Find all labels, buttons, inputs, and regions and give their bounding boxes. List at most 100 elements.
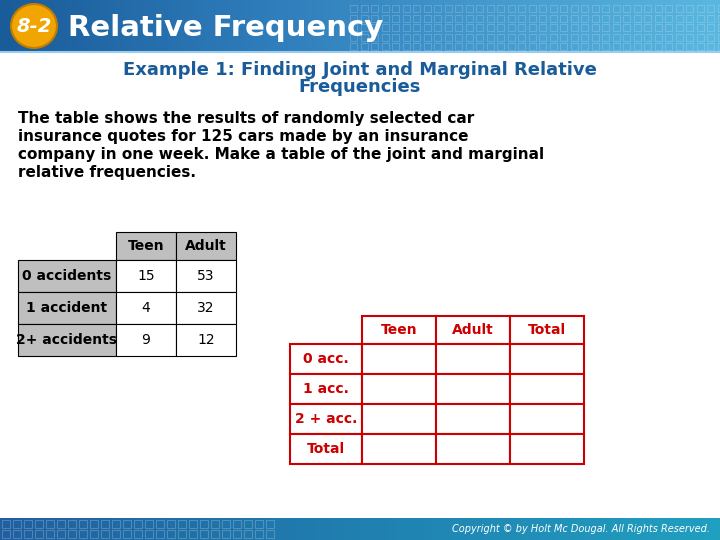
Bar bbox=[167, 530, 174, 537]
Bar bbox=[644, 33, 651, 40]
Bar bbox=[570, 43, 577, 50]
Bar bbox=[522, 518, 531, 540]
Bar bbox=[204, 0, 210, 52]
Bar bbox=[528, 5, 536, 12]
Bar bbox=[540, 0, 546, 52]
Bar bbox=[592, 33, 598, 40]
Bar bbox=[675, 24, 683, 31]
Bar bbox=[123, 520, 130, 528]
Bar bbox=[46, 520, 53, 528]
Bar bbox=[528, 0, 534, 52]
Bar bbox=[90, 530, 97, 537]
Bar bbox=[466, 24, 472, 31]
Bar bbox=[623, 24, 630, 31]
Bar bbox=[36, 0, 42, 52]
Bar bbox=[477, 518, 486, 540]
Bar bbox=[508, 24, 515, 31]
Bar bbox=[576, 0, 582, 52]
Bar bbox=[297, 518, 306, 540]
Bar bbox=[684, 0, 690, 52]
Bar bbox=[200, 530, 207, 537]
Bar bbox=[432, 518, 441, 540]
Bar bbox=[630, 0, 636, 52]
Bar bbox=[211, 530, 218, 537]
Bar bbox=[72, 518, 81, 540]
Bar bbox=[613, 15, 619, 22]
Bar bbox=[315, 518, 324, 540]
Bar bbox=[549, 33, 557, 40]
Bar bbox=[255, 520, 263, 528]
Bar bbox=[613, 33, 619, 40]
Bar bbox=[216, 518, 225, 540]
Bar bbox=[150, 0, 156, 52]
Bar bbox=[648, 518, 657, 540]
Bar bbox=[392, 15, 399, 22]
Bar bbox=[581, 33, 588, 40]
Bar bbox=[516, 0, 522, 52]
Bar bbox=[518, 24, 525, 31]
Bar bbox=[510, 404, 584, 434]
Bar bbox=[434, 5, 441, 12]
Bar bbox=[686, 15, 693, 22]
Bar bbox=[371, 15, 378, 22]
Text: 12: 12 bbox=[197, 333, 215, 347]
Bar bbox=[176, 324, 236, 356]
Bar bbox=[546, 0, 552, 52]
Bar bbox=[264, 0, 270, 52]
Bar bbox=[18, 292, 116, 324]
Bar bbox=[432, 0, 438, 52]
Bar bbox=[189, 530, 197, 537]
Bar bbox=[518, 5, 525, 12]
Text: 9: 9 bbox=[142, 333, 150, 347]
Bar bbox=[72, 0, 78, 52]
Bar bbox=[351, 518, 360, 540]
Bar bbox=[361, 33, 367, 40]
Bar bbox=[696, 15, 703, 22]
Bar bbox=[476, 5, 483, 12]
Bar bbox=[176, 292, 236, 324]
Bar bbox=[436, 344, 510, 374]
Bar bbox=[362, 404, 436, 434]
Bar bbox=[675, 43, 683, 50]
Bar bbox=[413, 15, 420, 22]
Bar bbox=[126, 0, 132, 52]
Bar bbox=[660, 0, 666, 52]
Bar bbox=[639, 518, 648, 540]
Bar bbox=[570, 24, 577, 31]
Bar bbox=[371, 43, 378, 50]
Bar bbox=[258, 0, 264, 52]
Bar bbox=[636, 0, 642, 52]
Bar bbox=[63, 518, 72, 540]
Bar bbox=[233, 520, 240, 528]
Bar bbox=[592, 43, 598, 50]
Bar bbox=[552, 0, 558, 52]
Bar bbox=[434, 33, 441, 40]
Bar bbox=[90, 0, 96, 52]
Bar bbox=[466, 5, 472, 12]
Bar bbox=[392, 5, 399, 12]
Bar bbox=[508, 15, 515, 22]
Bar bbox=[522, 0, 528, 52]
Bar bbox=[560, 24, 567, 31]
Bar bbox=[581, 5, 588, 12]
Bar bbox=[240, 0, 246, 52]
Bar bbox=[211, 520, 218, 528]
Bar bbox=[270, 0, 276, 52]
Bar bbox=[665, 24, 672, 31]
Bar bbox=[623, 15, 630, 22]
Bar bbox=[510, 0, 516, 52]
Bar bbox=[675, 5, 683, 12]
Bar bbox=[444, 0, 450, 52]
Bar bbox=[588, 0, 594, 52]
Bar bbox=[396, 0, 402, 52]
Bar bbox=[261, 518, 270, 540]
Bar bbox=[504, 0, 510, 52]
Text: 1 accident: 1 accident bbox=[27, 301, 107, 315]
Bar bbox=[711, 518, 720, 540]
Bar bbox=[0, 518, 9, 540]
Bar bbox=[294, 0, 300, 52]
Bar bbox=[162, 0, 168, 52]
Bar bbox=[718, 33, 720, 40]
Bar bbox=[686, 5, 693, 12]
Bar bbox=[135, 518, 144, 540]
